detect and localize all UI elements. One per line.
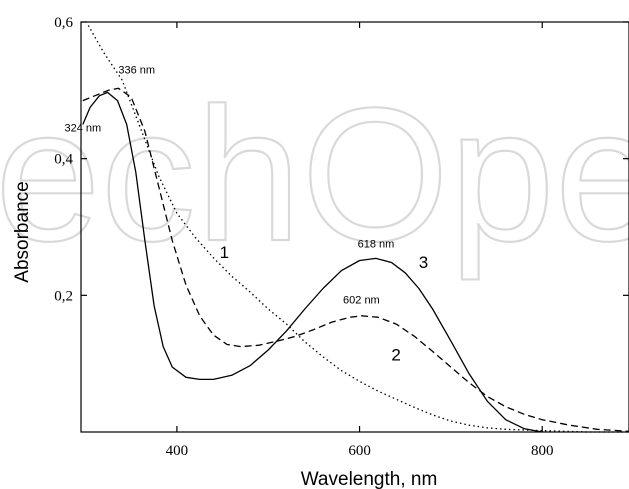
series-line-1 [87,25,629,433]
series-line-3 [82,91,543,433]
plot-area [82,25,629,433]
x-axis-title: Wavelength, nm [301,469,438,489]
series-line-2 [82,87,629,432]
x-tick-label: 600 [348,443,371,459]
y-tick-label: 0,2 [54,288,73,304]
chart-labels: 336 nm 324 nm 618 nm 602 nm 1 2 3 [64,64,428,364]
axes: 400 600 800 0,2 0,4 0,6 Wavelength, nm Absorban… [12,15,629,489]
peak-annotation: 618 nm [358,239,395,251]
peak-annotation: 324 nm [64,122,101,134]
curve-label: 3 [419,253,428,272]
watermark-text: echOpen [0,69,629,281]
curve-label: 1 [220,243,229,262]
plot-frame [80,21,629,433]
y-axis-title: Absorbance [12,181,33,282]
peak-annotation: 602 nm [343,295,380,307]
y-tick-label: 0,4 [54,152,73,168]
y-tick-label: 0,6 [54,15,73,31]
x-tick-label: 800 [531,443,554,459]
curve-label: 2 [391,345,400,364]
peak-annotation: 336 nm [118,64,155,76]
x-tick-label: 400 [166,443,189,459]
